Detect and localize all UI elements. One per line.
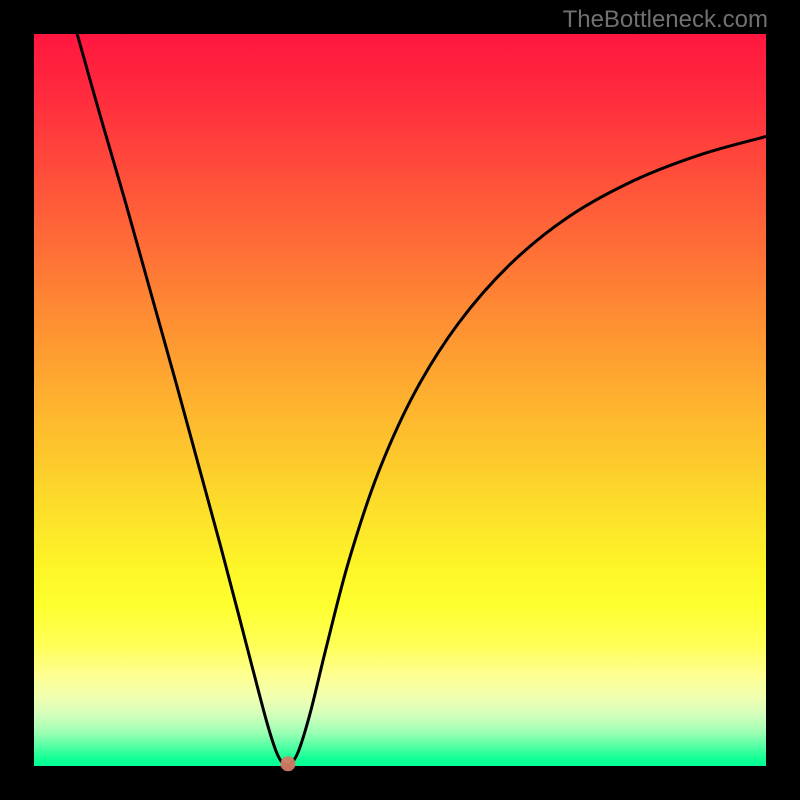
chart-svg: [0, 0, 800, 800]
chart-container: TheBottleneck.com: [0, 0, 800, 800]
marker-dot: [281, 756, 296, 771]
gradient-background: [34, 34, 766, 766]
